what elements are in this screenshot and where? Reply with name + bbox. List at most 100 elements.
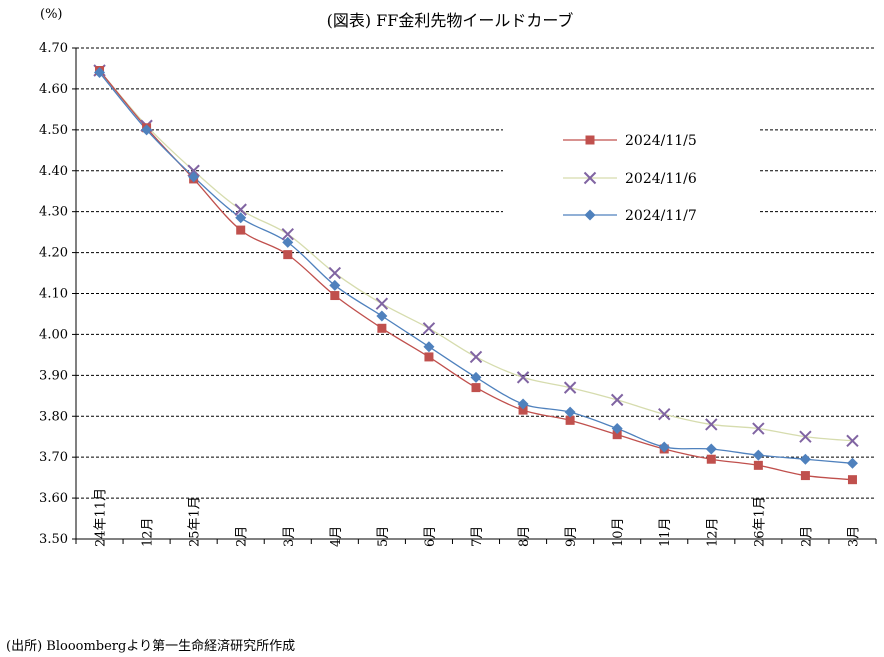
data-point-x: [583, 171, 597, 185]
x-tick-label: 12月: [705, 517, 720, 547]
data-point-diamond: [752, 449, 764, 461]
data-point-x-stroke: [583, 171, 597, 185]
data-point-diamond: [658, 441, 670, 453]
legend-item: 2024/11/5: [563, 133, 697, 149]
series-markers-2024/11/5: [95, 66, 857, 485]
data-point-x: [752, 422, 765, 435]
legend-label: 2024/11/6: [625, 171, 697, 187]
data-point-square: [753, 460, 763, 470]
data-point-diamond: [188, 171, 200, 183]
data-point-x: [469, 350, 483, 364]
data-point-square: [518, 405, 528, 415]
data-point-diamond: [235, 212, 247, 224]
data-point-x-stroke: [375, 297, 389, 310]
data-point-x-stroke: [705, 418, 718, 431]
x-tick-label: 11月: [658, 517, 673, 547]
x-tick-label: 5月: [376, 526, 391, 547]
x-tick-label: 7月: [470, 526, 485, 547]
series-line-2024/11/7: [99, 72, 853, 464]
data-point-x-stroke: [422, 322, 436, 335]
y-tick-label: 4.20: [39, 246, 68, 261]
data-point-x-stroke: [516, 371, 530, 384]
data-point-x: [658, 407, 671, 421]
legend: 2024/11/5 2024/11/6 2024/11/7: [563, 133, 697, 224]
legend-label: 2024/11/5: [625, 133, 697, 149]
data-point-x: [799, 430, 812, 443]
data-point-diamond: [141, 124, 153, 136]
x-tick-label: 2月: [235, 526, 250, 547]
data-point-x-stroke: [563, 381, 577, 394]
data-point-x-stroke: [846, 434, 859, 448]
y-tick-label: 4.60: [39, 82, 68, 97]
y-tick-label: 3.90: [39, 368, 68, 383]
x-tick-label: 26年1月: [752, 496, 767, 547]
legend-item: 2024/11/6: [563, 171, 697, 187]
x-axis: 24年11月 12月 25年1月 2月 3月 4月 5月 6月 7月 8月 9月 10月 11月 12月 2…: [75, 488, 877, 547]
data-point-x: [846, 434, 859, 448]
series-line-2024/11/5: [99, 70, 853, 481]
legend-item: 2024/11/7: [563, 208, 697, 224]
data-point-diamond: [705, 443, 717, 455]
data-point-x: [375, 297, 389, 310]
x-tick-label: 25年1月: [188, 496, 203, 547]
data-point-diamond: [799, 453, 811, 465]
data-point-diamond: [564, 406, 576, 418]
data-point-x: [563, 381, 577, 394]
data-point-square: [236, 225, 246, 235]
data-point-square: [330, 291, 340, 301]
data-point-x: [422, 322, 436, 335]
data-point-diamond: [376, 310, 388, 322]
x-tick-label: 3月: [846, 526, 861, 547]
y-tick-label: 4.40: [39, 164, 68, 179]
data-point-x: [705, 418, 718, 431]
data-point-x-stroke: [752, 422, 765, 435]
data-point-x: [281, 227, 294, 241]
y-tick-label: 4.70: [39, 41, 68, 56]
x-tick-label: 8月: [517, 526, 532, 547]
source-note: (出所) Blooombergより第一生命経済研究所作成: [6, 638, 295, 654]
data-point-diamond: [94, 67, 106, 79]
x-tick-label: 9月: [564, 526, 579, 547]
data-point-x: [328, 266, 342, 280]
y-tick-label: 4.00: [39, 327, 68, 342]
x-tick-label: 6月: [423, 526, 438, 547]
data-point-x-stroke: [610, 393, 624, 407]
data-point-x: [234, 203, 247, 216]
data-point-diamond: [611, 423, 623, 435]
data-point-x-stroke: [234, 203, 247, 216]
data-point-x: [187, 164, 200, 177]
data-point-x-stroke: [658, 407, 671, 421]
data-point-square: [377, 323, 387, 333]
y-tick-label: 3.70: [39, 450, 68, 465]
data-point-square: [706, 454, 716, 464]
data-series: [93, 64, 859, 485]
data-point-diamond: [423, 341, 435, 353]
y-axis-unit-label: (%): [40, 7, 63, 22]
data-point-diamond: [329, 279, 341, 291]
y-tick-label: 3.60: [39, 491, 68, 506]
legend-label: 2024/11/7: [625, 208, 697, 224]
data-point-diamond: [517, 398, 529, 410]
data-point-x-stroke: [799, 430, 812, 443]
data-point-square: [585, 135, 595, 145]
data-point-square: [283, 250, 293, 260]
data-point-square: [612, 430, 622, 440]
y-tick-label: 4.50: [39, 123, 68, 138]
x-tick-label: 3月: [282, 526, 297, 547]
data-point-x: [516, 371, 530, 384]
data-point-diamond: [282, 236, 294, 248]
data-point-x-stroke: [469, 350, 483, 364]
data-point-diamond: [846, 457, 858, 469]
data-point-x-stroke: [187, 164, 200, 177]
y-tick-label: 3.80: [39, 409, 68, 424]
data-point-square: [847, 475, 857, 485]
data-point-x: [610, 393, 624, 407]
x-tick-label: 24年11月: [94, 488, 109, 547]
x-tick-label: 10月: [611, 517, 626, 547]
data-point-square: [565, 415, 575, 425]
data-point-square: [800, 471, 810, 481]
y-tick-label: 4.30: [39, 205, 68, 220]
data-point-x-stroke: [328, 266, 342, 280]
data-point-diamond: [584, 209, 596, 221]
